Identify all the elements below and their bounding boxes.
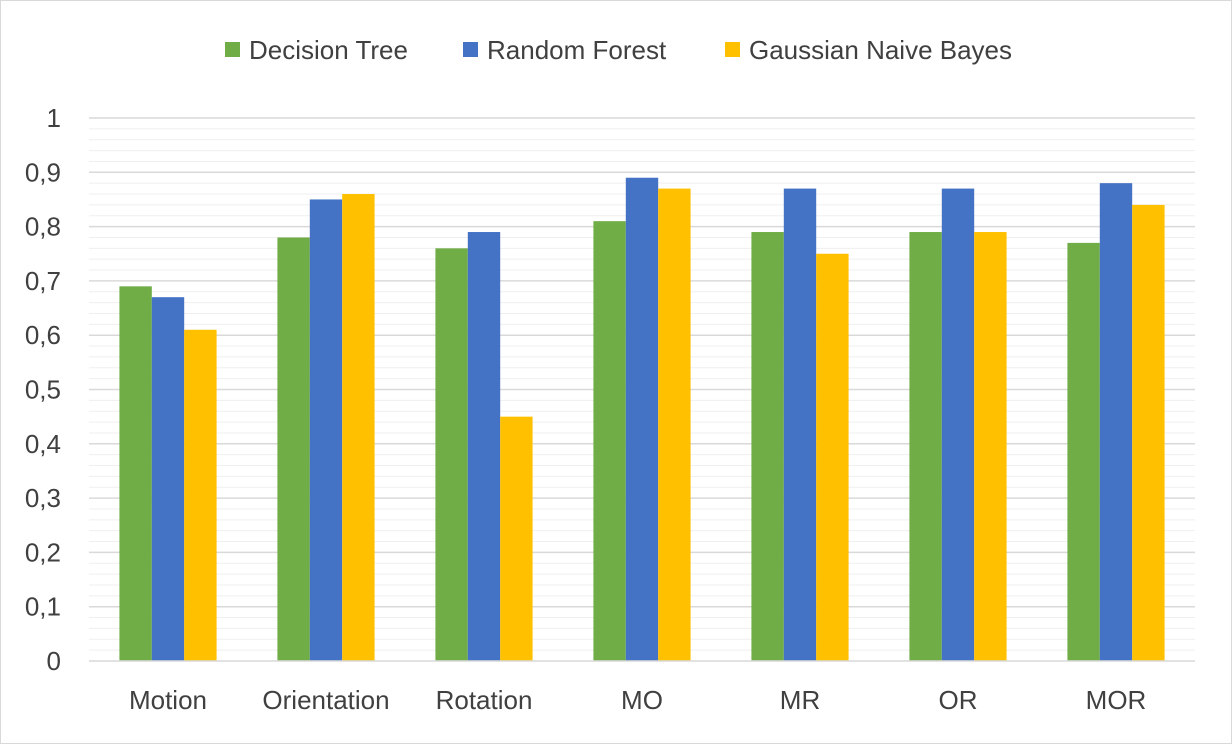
y-axis: 0 0,1 0,2 0,3 0,4 0,5 0,6 0,7 0,8 0,9 1	[25, 103, 61, 676]
bar	[1067, 242, 1100, 661]
bar	[151, 297, 185, 661]
y-tick-label: 0,3	[25, 483, 61, 513]
x-tick-label: Orientation	[262, 685, 389, 715]
y-tick-label: 0,1	[25, 592, 61, 622]
bars	[119, 177, 1165, 662]
y-tick-label: 0,8	[25, 212, 61, 242]
bar	[816, 253, 849, 661]
y-tick-label: 0,7	[25, 266, 61, 296]
legend-label: Gaussian Naive Bayes	[749, 35, 1012, 65]
legend-label: Random Forest	[487, 35, 667, 65]
legend-swatch	[463, 42, 478, 57]
bar	[1099, 183, 1133, 661]
bar	[342, 194, 375, 661]
legend-entry: Decision Tree	[225, 35, 408, 65]
legend-swatch	[225, 42, 240, 57]
x-tick-label: Rotation	[436, 685, 533, 715]
x-tick-label: MO	[621, 685, 663, 715]
bar	[119, 286, 152, 661]
y-tick-label: 0,9	[25, 157, 61, 187]
x-tick-label: Motion	[129, 685, 207, 715]
bar	[783, 188, 817, 661]
x-tick-label: OR	[939, 685, 978, 715]
y-tick-label: 0,5	[25, 375, 61, 405]
x-axis: Motion Orientation Rotation MO MR OR MOR	[89, 660, 1195, 715]
x-tick-label: MR	[780, 685, 820, 715]
y-tick-label: 1	[47, 103, 61, 133]
legend: Decision Tree Random Forest Gaussian Naive…	[225, 35, 1012, 65]
x-tick-label: MOR	[1086, 685, 1147, 715]
bar	[500, 416, 533, 661]
bar	[974, 232, 1007, 661]
bar	[909, 232, 942, 661]
y-tick-label: 0,2	[25, 537, 61, 567]
y-tick-label: 0	[47, 646, 61, 676]
y-tick-label: 0,4	[25, 429, 61, 459]
legend-entry: Gaussian Naive Bayes	[725, 35, 1012, 65]
bar	[751, 232, 784, 661]
bar	[625, 177, 659, 662]
bar	[941, 188, 975, 661]
bar	[309, 199, 343, 661]
bar	[184, 329, 217, 661]
legend-label: Decision Tree	[249, 35, 408, 65]
legend-entry: Random Forest	[463, 35, 667, 65]
bar	[593, 221, 626, 662]
bar	[467, 232, 501, 661]
legend-swatch	[725, 42, 740, 57]
bar	[658, 188, 691, 661]
bar	[435, 248, 468, 661]
bar	[1132, 204, 1165, 661]
y-tick-label: 0,6	[25, 320, 61, 350]
bar	[277, 237, 310, 661]
